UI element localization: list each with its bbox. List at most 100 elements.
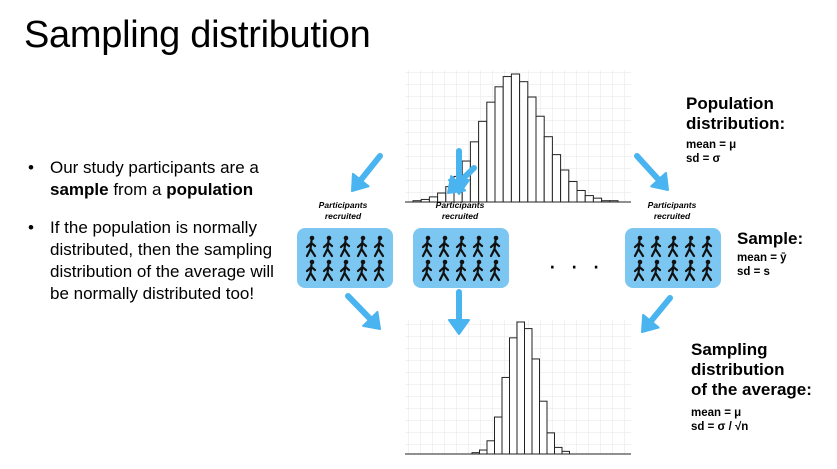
walking-person-icon bbox=[322, 259, 334, 282]
walking-person-icon bbox=[356, 235, 368, 258]
bullet-text: from a bbox=[108, 180, 167, 199]
bullet-bold-sample: sample bbox=[50, 180, 109, 199]
population-bar bbox=[551, 154, 562, 203]
recruited-line1: Participants bbox=[318, 200, 368, 210]
walking-person-icon bbox=[421, 235, 433, 258]
walking-person-icon bbox=[650, 259, 662, 282]
walking-person-icon bbox=[472, 235, 484, 258]
population-bar bbox=[502, 76, 512, 203]
population-bar bbox=[535, 115, 545, 203]
bullet-list: Our study participants are a sample from… bbox=[26, 157, 286, 321]
arrow-icon bbox=[641, 295, 673, 333]
sampling-bar bbox=[494, 416, 503, 455]
population-bar bbox=[519, 81, 529, 203]
population-bar bbox=[543, 136, 553, 203]
sampling-bar bbox=[509, 337, 518, 455]
bullet-item: If the population is normally distribute… bbox=[26, 217, 286, 305]
walking-person-icon bbox=[701, 235, 713, 258]
sampling-bar bbox=[554, 446, 563, 455]
walking-person-icon bbox=[701, 259, 713, 282]
sampling-label-line2: distribution bbox=[691, 360, 785, 379]
arrow-icon bbox=[634, 153, 669, 191]
sampling-histogram bbox=[471, 321, 570, 455]
sampling-bar bbox=[516, 321, 525, 455]
sampling-stats: mean = μ sd = σ / √n bbox=[691, 406, 748, 434]
walking-person-icon bbox=[438, 259, 450, 282]
walking-person-icon bbox=[684, 259, 696, 282]
sample-mean: mean = ȳ bbox=[737, 252, 787, 264]
walking-person-icon bbox=[339, 235, 351, 258]
walking-person-icon bbox=[305, 259, 317, 282]
population-bar bbox=[494, 86, 504, 203]
sample-label: Sample: bbox=[737, 229, 804, 248]
population-label: Population distribution: bbox=[686, 94, 785, 134]
arrow-icon bbox=[351, 153, 383, 192]
walking-person-icon bbox=[650, 235, 662, 258]
walking-person-icon bbox=[667, 259, 679, 282]
sample-box-right bbox=[625, 228, 721, 288]
population-bar bbox=[478, 120, 488, 203]
recruited-label-middle: Participants recruited bbox=[420, 200, 500, 222]
recruited-label-right: Participants recruited bbox=[632, 200, 712, 222]
arrow-icon bbox=[448, 289, 470, 335]
population-bar bbox=[576, 189, 586, 203]
sampling-label-line1: Sampling bbox=[691, 340, 768, 359]
population-bar bbox=[592, 197, 603, 203]
walking-person-icon bbox=[373, 259, 385, 282]
sampling-bar bbox=[524, 328, 533, 455]
walking-person-icon bbox=[633, 235, 645, 258]
population-bar bbox=[510, 73, 521, 203]
population-bar bbox=[527, 96, 537, 203]
recruited-line2: recruited bbox=[441, 211, 479, 221]
recruited-line2: recruited bbox=[324, 211, 362, 221]
sample-stats: mean = ȳ sd = s bbox=[737, 251, 787, 279]
bullet-item: Our study participants are a sample from… bbox=[26, 157, 286, 201]
bullet-text: Our study participants are a bbox=[50, 158, 259, 177]
population-label-line1: Population bbox=[686, 94, 774, 113]
population-bar bbox=[560, 169, 570, 203]
walking-person-icon bbox=[684, 235, 696, 258]
walking-person-icon bbox=[633, 259, 645, 282]
people-icon bbox=[421, 235, 501, 282]
sampling-bar bbox=[546, 432, 555, 455]
walking-person-icon bbox=[455, 259, 467, 282]
population-bar bbox=[486, 101, 496, 203]
sampling-sd: sd = σ / √n bbox=[691, 421, 749, 433]
walking-person-icon bbox=[472, 259, 484, 282]
sampling-bar bbox=[501, 376, 510, 455]
arrow-icon bbox=[345, 293, 381, 330]
walking-person-icon bbox=[339, 259, 351, 282]
recruited-line2: recruited bbox=[653, 211, 691, 221]
sampling-mean: mean = μ bbox=[691, 407, 742, 419]
walking-person-icon bbox=[489, 235, 501, 258]
walking-person-icon bbox=[667, 235, 679, 258]
sampling-bar bbox=[479, 449, 488, 455]
sample-sd: sd = s bbox=[737, 266, 770, 278]
recruited-label-left: Participants recruited bbox=[303, 200, 383, 222]
arrows-group bbox=[345, 148, 673, 335]
sampling-bar bbox=[539, 400, 548, 455]
walking-person-icon bbox=[489, 259, 501, 282]
walking-person-icon bbox=[322, 235, 334, 258]
slide-title: Sampling distribution bbox=[24, 14, 371, 56]
sampling-bar bbox=[486, 440, 495, 455]
population-sd: sd = σ bbox=[686, 153, 721, 165]
people-icon bbox=[633, 235, 713, 282]
walking-person-icon bbox=[305, 235, 317, 258]
people-icon bbox=[305, 235, 385, 282]
sampling-label-line3: of the average: bbox=[691, 380, 812, 399]
sample-box-middle bbox=[413, 228, 509, 288]
recruited-line1: Participants bbox=[647, 200, 697, 210]
sampling-label: Sampling distribution of the average: bbox=[691, 340, 812, 400]
population-bar bbox=[568, 181, 578, 203]
population-stats: mean = μ sd = σ bbox=[686, 138, 736, 166]
population-mean: mean = μ bbox=[686, 139, 737, 151]
walking-person-icon bbox=[455, 235, 467, 258]
walking-person-icon bbox=[356, 259, 368, 282]
population-bar bbox=[584, 195, 594, 203]
bullet-bold-population: population bbox=[166, 180, 254, 199]
population-label-line2: distribution: bbox=[686, 114, 786, 133]
walking-person-icon bbox=[438, 235, 450, 258]
sampling-bar bbox=[531, 358, 540, 455]
